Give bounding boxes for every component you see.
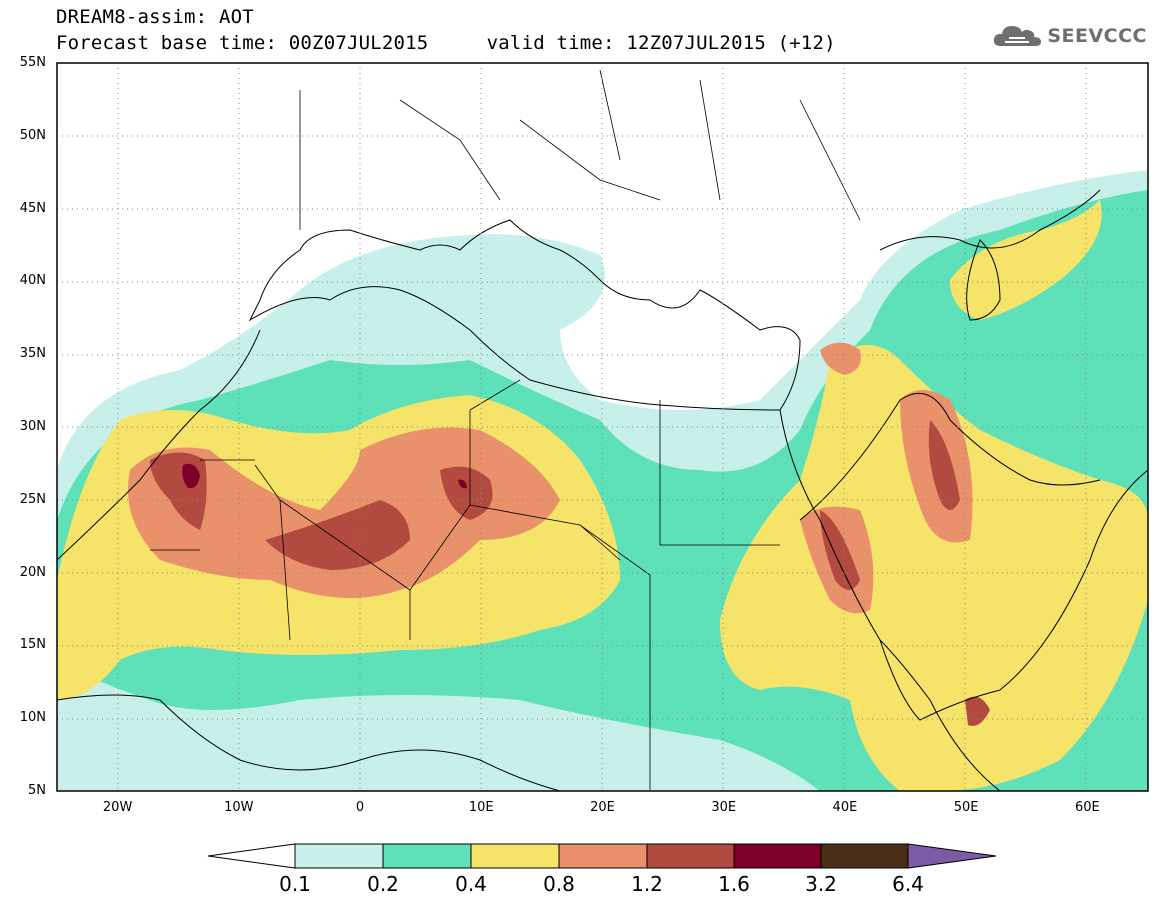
lat-tick-label: 50N xyxy=(19,127,46,143)
lon-tick-label: 10W xyxy=(224,800,254,815)
colorbar-label: 1.2 xyxy=(631,872,663,896)
lon-tick-label: 20W xyxy=(102,800,133,815)
colorbar-over xyxy=(907,843,997,869)
forecast-times: Forecast base time: 00Z07JUL2015 valid t… xyxy=(56,32,836,54)
lat-tick-label: 10N xyxy=(19,710,46,726)
colorbar-bin-1.2 xyxy=(646,843,735,869)
lon-tick-label: 30E xyxy=(711,800,737,815)
colorbar-label: 0.4 xyxy=(455,872,487,896)
colorbar-bin-0.1 xyxy=(294,843,384,869)
lon-tick-label: 0 xyxy=(355,800,365,815)
colorbar-bin-0.8 xyxy=(558,843,648,869)
colorbar-label: 3.2 xyxy=(805,872,837,896)
lat-tick-label: 45N xyxy=(19,200,46,216)
aot-field xyxy=(57,63,1148,791)
lon-tick-label: 50E xyxy=(953,800,979,815)
lon-tick-label: 20E xyxy=(590,800,615,815)
colorbar-bin-1.6 xyxy=(733,843,822,869)
lon-tick-label: 60E xyxy=(1074,800,1100,815)
colorbar-under xyxy=(207,843,296,869)
lat-tick-label: 55N xyxy=(19,55,46,70)
lat-tick-label: 15N xyxy=(19,637,46,653)
graticule xyxy=(57,63,1148,791)
lon-tick-label: 10E xyxy=(468,800,494,815)
borders xyxy=(150,69,861,790)
colorbar-label: 6.4 xyxy=(892,872,924,896)
lat-tick-label: 20N xyxy=(19,564,46,580)
colorbar-label: 0.2 xyxy=(367,872,399,896)
colorbar-label: 0.8 xyxy=(543,872,575,896)
lat-tick-label: 30N xyxy=(19,419,46,434)
seevccc-logo: SEEVCCC xyxy=(991,22,1147,50)
forecast-base-time: Forecast base time: 00Z07JUL2015 xyxy=(56,32,429,54)
lon-tick-label: 40E xyxy=(832,800,858,815)
colorbar-bin-3.2 xyxy=(820,843,909,869)
map-border xyxy=(56,62,1149,792)
aot-band-0.4-caspian xyxy=(950,200,1102,320)
lat-tick-label: 5N xyxy=(28,783,46,798)
aot-band-0.4-east xyxy=(720,345,1148,791)
valid-time: valid time: 12Z07JUL2015 (+12) xyxy=(486,32,836,54)
cloud-icon xyxy=(994,26,1042,46)
colorbar xyxy=(207,843,997,869)
lat-tick-label: 25N xyxy=(19,491,46,507)
lat-tick-label: 40N xyxy=(19,273,46,289)
colorbar-bin-0.4 xyxy=(470,843,560,869)
logo-text: SEEVCCC xyxy=(1047,25,1147,47)
colorbar-bin-0.2 xyxy=(382,843,472,869)
colorbar-label: 0.1 xyxy=(279,872,311,896)
lat-tick-label: 35N xyxy=(19,346,46,362)
colorbar-label: 1.6 xyxy=(718,872,750,896)
coastlines xyxy=(57,189,1148,791)
map-title: DREAM8-assim: AOT xyxy=(56,6,254,28)
